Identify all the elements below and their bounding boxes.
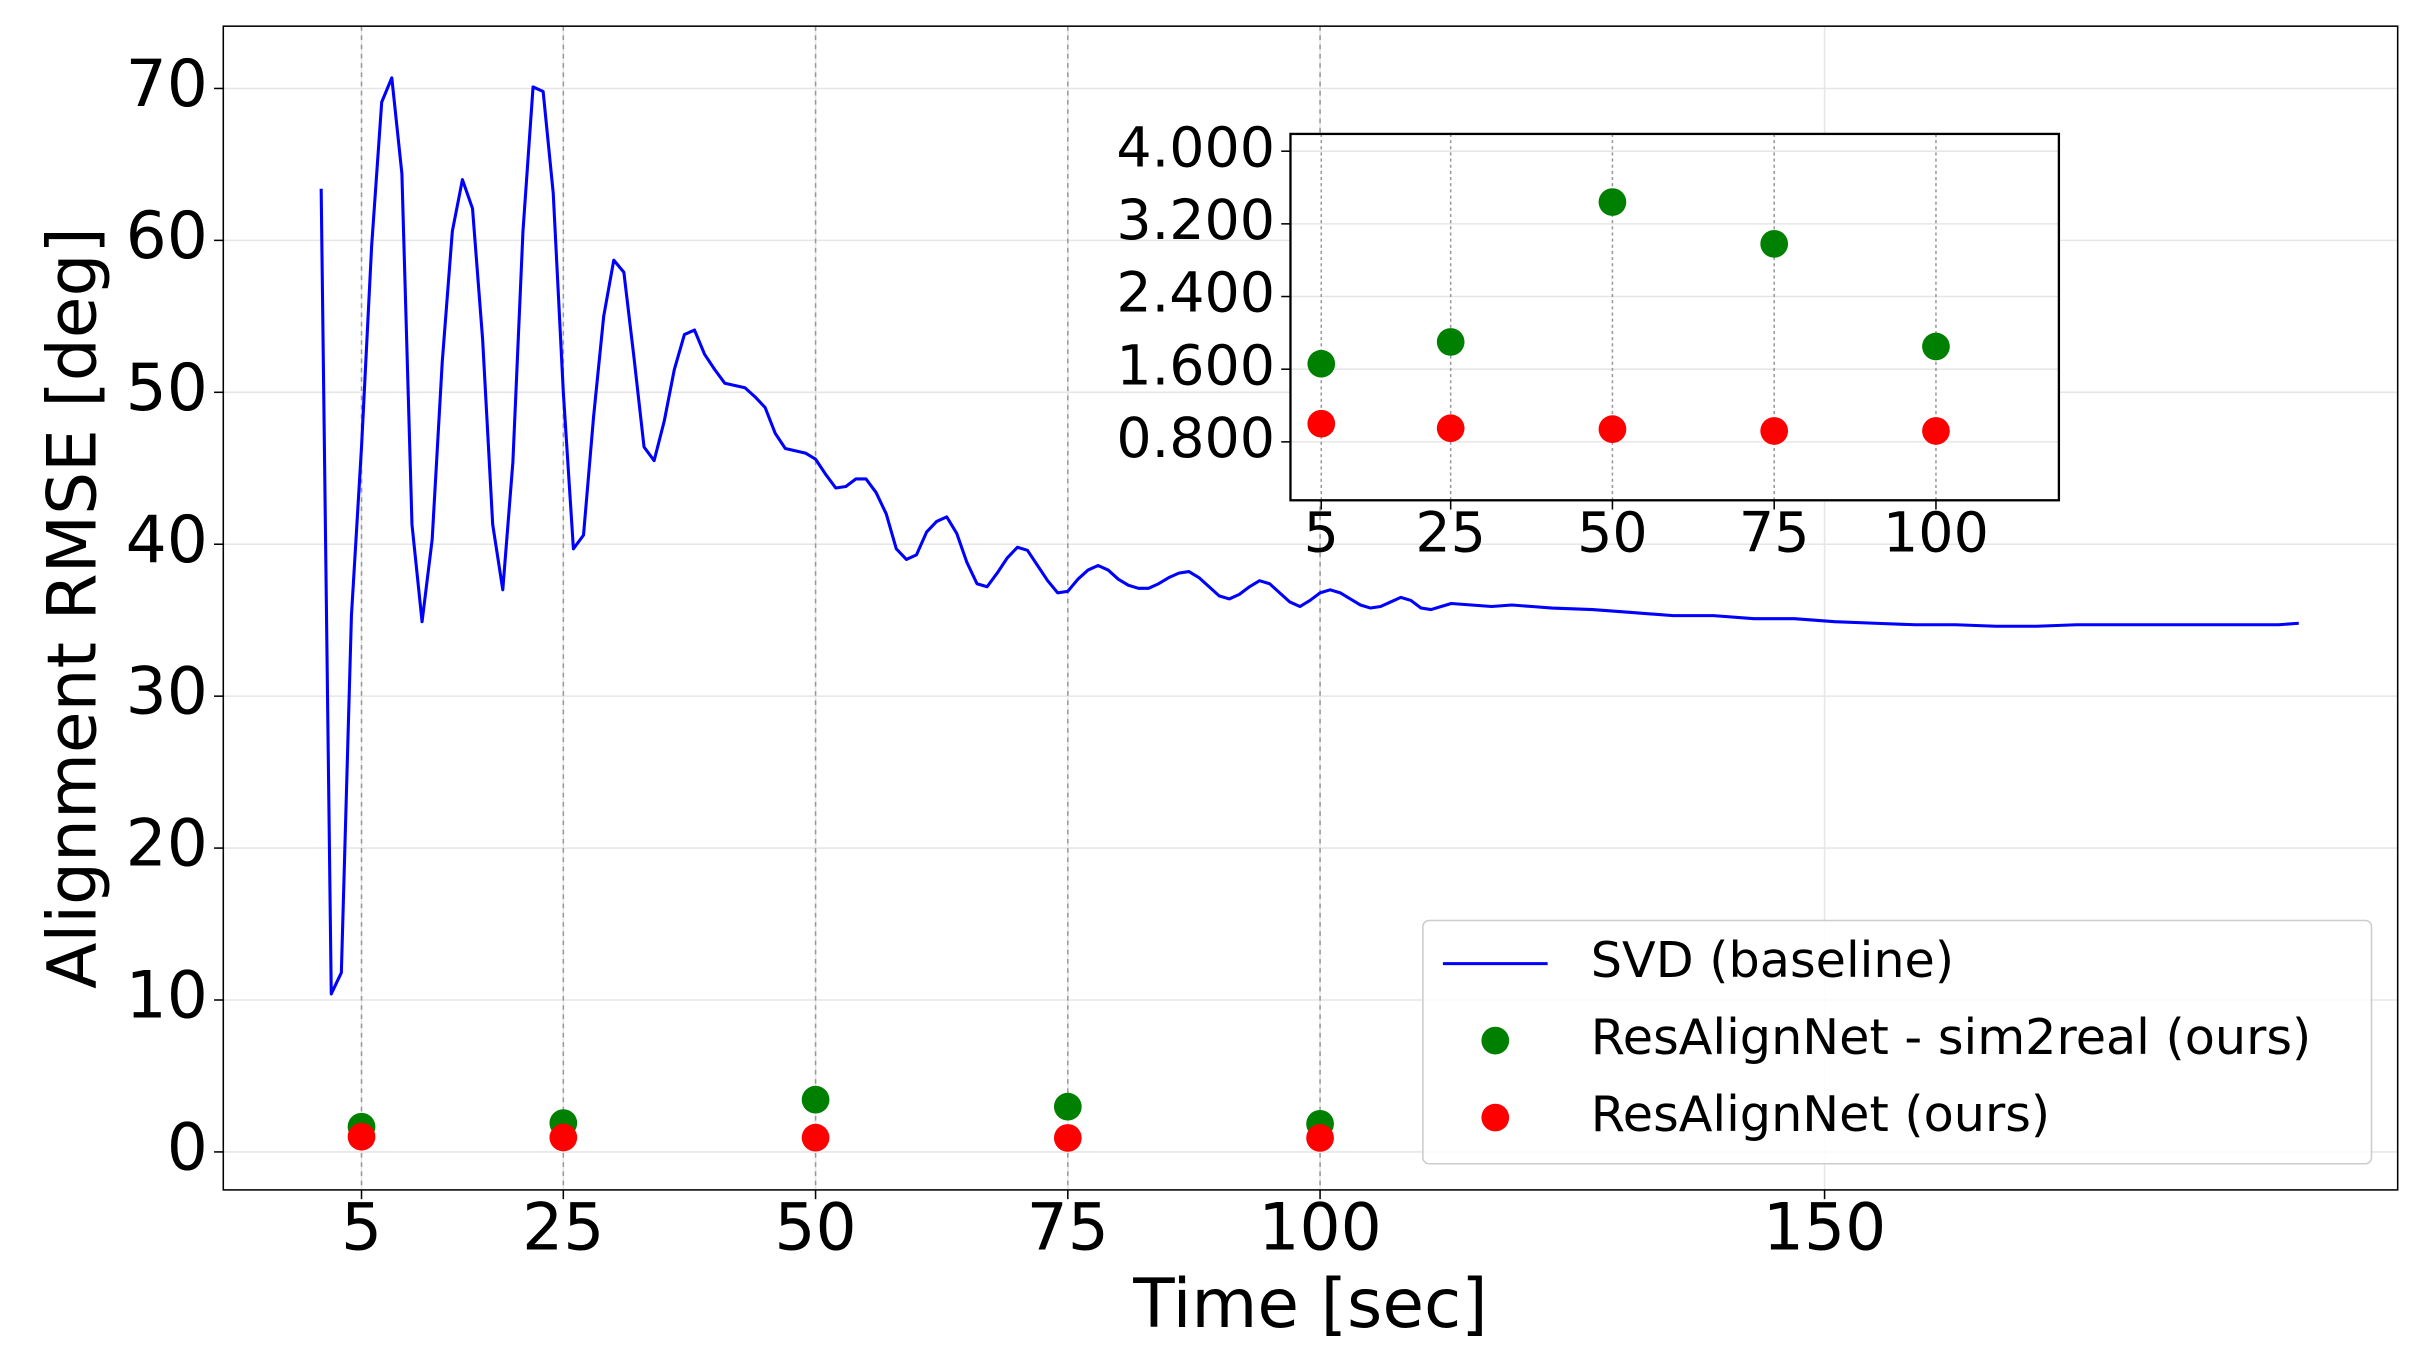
y-tick-label: 2.400 [1116, 262, 1275, 326]
x-tick-label: 150 [1763, 1191, 1886, 1266]
x-tick-label: 50 [1577, 501, 1648, 565]
x-tick-label: 5 [341, 1191, 382, 1266]
y-tick-label: 20 [126, 807, 208, 882]
y-axis-label: Alignment RMSE [deg] [33, 227, 112, 989]
inset-scatter-point [1760, 417, 1789, 445]
scatter-point [801, 1085, 830, 1114]
y-tick-label: 0.800 [1116, 407, 1275, 471]
inset-scatter-point [1760, 229, 1789, 258]
y-tick-label: 3.200 [1116, 189, 1275, 253]
legend-label: ResAlignNet (ours) [1591, 1085, 2050, 1143]
y-tick-label: 4.000 [1116, 116, 1275, 180]
scatter-point [347, 1122, 376, 1151]
legend-label: SVD (baseline) [1591, 931, 1954, 989]
line-series [319, 76, 2299, 996]
x-tick-label: 5 [1304, 501, 1339, 565]
y-tick-label: 60 [126, 199, 208, 274]
scatter-point [1306, 1124, 1334, 1152]
inset-scatter-point [1436, 328, 1465, 356]
y-tick-label: 40 [126, 503, 208, 578]
x-tick-label: 50 [774, 1191, 856, 1266]
x-axis-label: Time [sec] [1132, 1264, 1487, 1343]
inset-scatter-point [1598, 188, 1627, 216]
inset-scatter-point [1307, 349, 1336, 378]
inset-frame [1289, 132, 2061, 502]
x-tick-label: 75 [1739, 501, 1810, 565]
inset-scatter-point [1307, 409, 1336, 438]
scatter-point [1053, 1092, 1082, 1121]
legend-swatch [1481, 1026, 1510, 1055]
y-tick-label: 10 [126, 959, 208, 1034]
x-tick-label: 25 [1415, 501, 1486, 565]
y-tick-label: 50 [126, 351, 208, 426]
inset-scatter-point [1436, 414, 1465, 443]
x-tick-label: 75 [1027, 1191, 1109, 1266]
inset-scatter-point [1922, 417, 1950, 445]
scatter-point [1053, 1124, 1082, 1152]
scatter-point [549, 1123, 578, 1152]
scatter-point [801, 1123, 830, 1152]
legend-label: ResAlignNet - sim2real (ours) [1591, 1008, 2311, 1066]
inset-scatter-point [1598, 415, 1627, 444]
x-tick-label: 100 [1258, 1191, 1381, 1266]
y-tick-label: 0 [167, 1110, 208, 1185]
x-tick-label: 100 [1883, 501, 1989, 565]
y-tick-label: 30 [126, 655, 208, 730]
y-tick-label: 1.600 [1116, 334, 1275, 398]
plot-frame [222, 25, 2399, 1191]
legend-box [1422, 919, 2373, 1165]
legend-swatch [1481, 1103, 1510, 1132]
inset-scatter-point [1922, 332, 1950, 361]
inset-background [1290, 133, 2059, 501]
x-tick-label: 25 [522, 1191, 604, 1266]
y-tick-label: 70 [126, 47, 208, 122]
